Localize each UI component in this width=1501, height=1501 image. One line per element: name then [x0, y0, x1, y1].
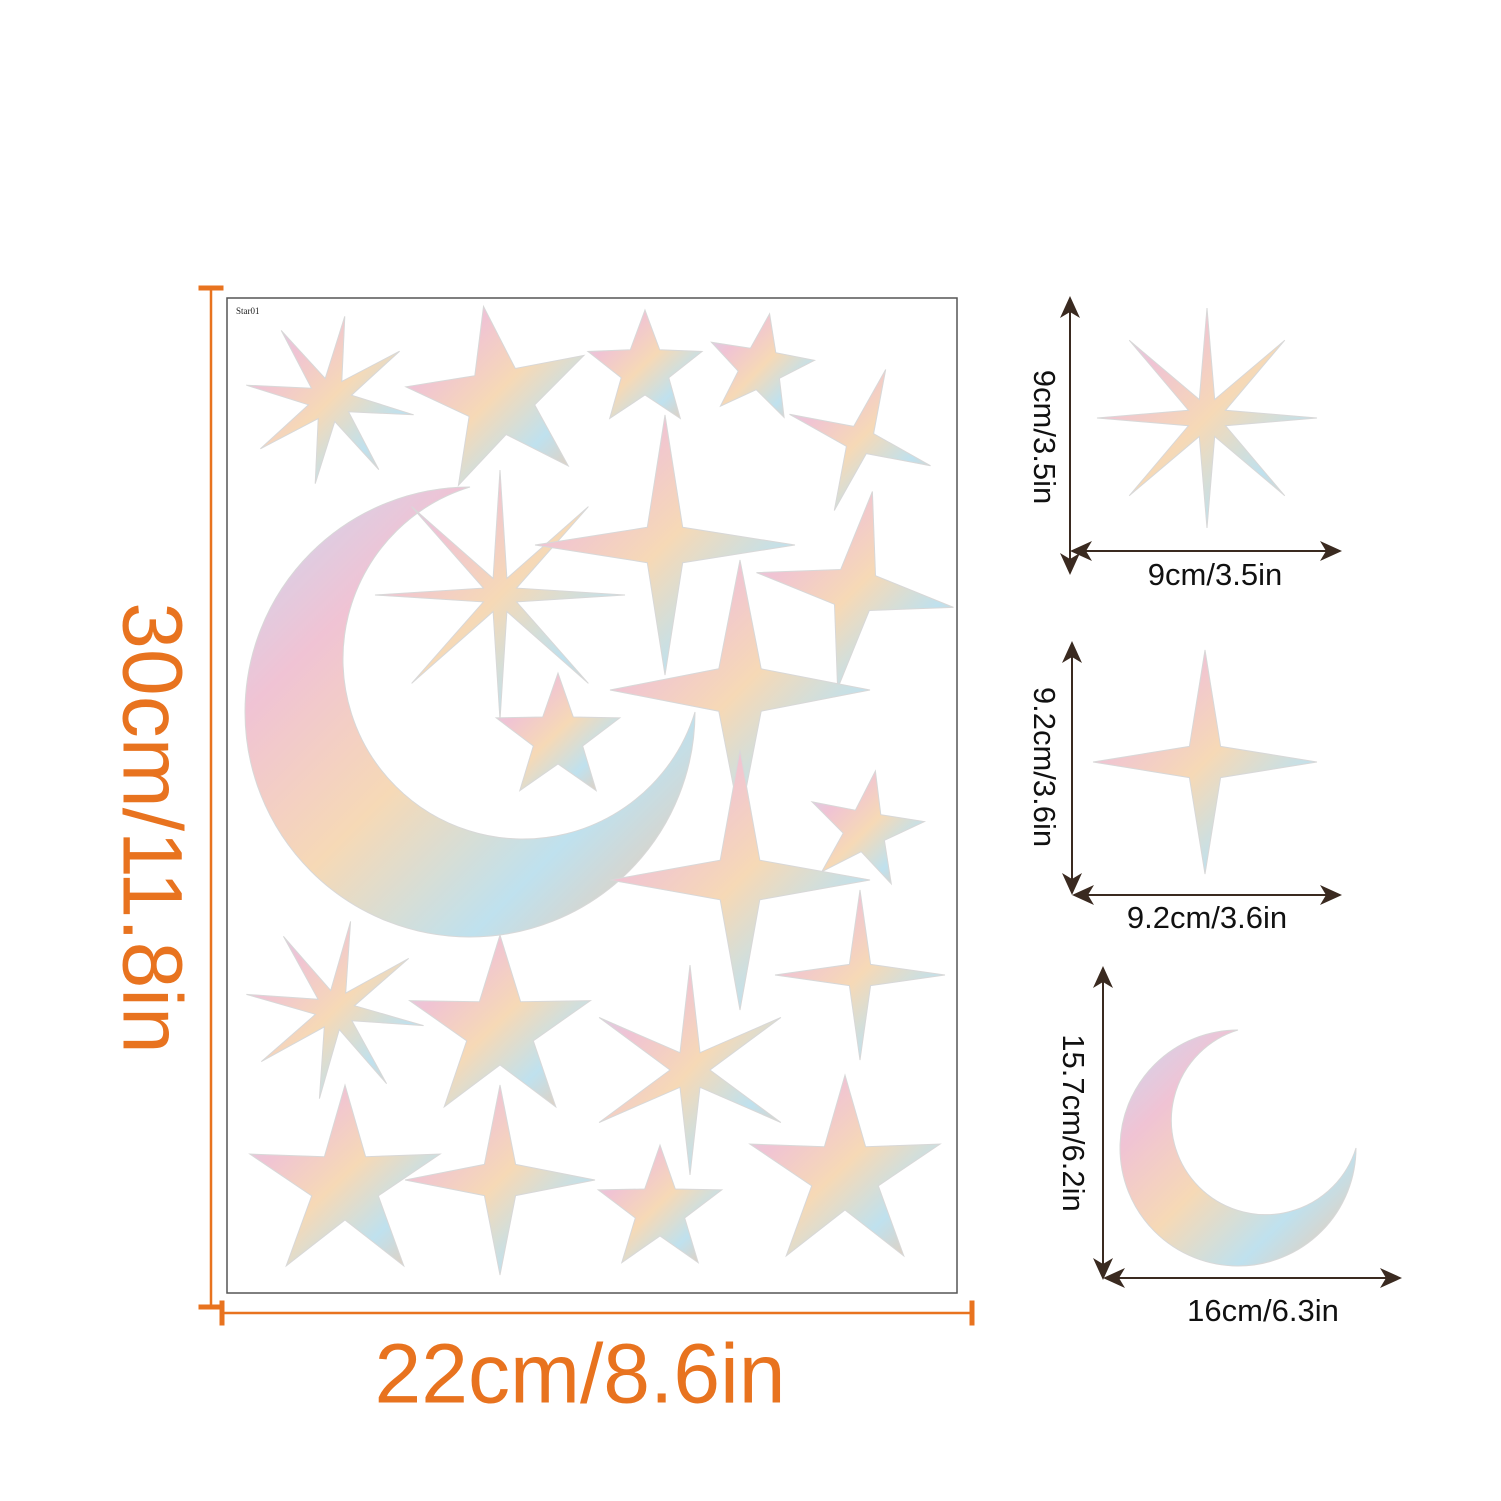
sheet-label: Star01 — [236, 306, 260, 316]
detail1-height-label: 9cm/3.5in — [1027, 369, 1062, 505]
detail2-height-label: 9.2cm/3.6in — [1027, 686, 1062, 848]
sheet-star-sticker — [534, 414, 796, 676]
sheet-star-sticker — [586, 308, 704, 420]
detail3-width-label: 16cm/6.3in — [1187, 1293, 1339, 1328]
sheet-star-sticker — [609, 749, 871, 1011]
detail-moon — [1119, 1029, 1357, 1267]
detail-four-point-star — [1092, 649, 1318, 875]
detail-eight-point-star — [1096, 307, 1318, 529]
sheet-star-sticker — [246, 316, 414, 484]
sheet-star-sticker — [404, 1084, 596, 1276]
sheet-height-label: 30cm/11.8in — [105, 602, 200, 1054]
sheet-star-sticker — [407, 933, 593, 1109]
detail3-height-label: 15.7cm/6.2in — [1056, 1034, 1091, 1212]
sheet-width-label: 22cm/8.6in — [374, 1326, 786, 1421]
sheet-star-sticker — [494, 671, 622, 792]
sheet-moon-sticker — [244, 486, 696, 938]
sheet-star-sticker — [789, 369, 931, 511]
sheet-star-sticker — [810, 769, 927, 886]
sheet-star-sticker — [598, 964, 782, 1176]
sheet-star-sticker — [374, 469, 626, 721]
sheet-star-sticker — [404, 304, 586, 487]
sheet-star-sticker — [596, 1143, 724, 1264]
sheet-star-sticker — [246, 921, 424, 1099]
sheet-star-sticker — [748, 1073, 942, 1258]
sheet-star-sticker — [248, 1083, 442, 1268]
sheet-star-sticker — [710, 312, 817, 419]
sheet-star-sticker — [774, 889, 946, 1061]
detail2-width-label: 9.2cm/3.6in — [1126, 900, 1288, 935]
detail1-width-label: 9cm/3.5in — [1147, 557, 1283, 592]
